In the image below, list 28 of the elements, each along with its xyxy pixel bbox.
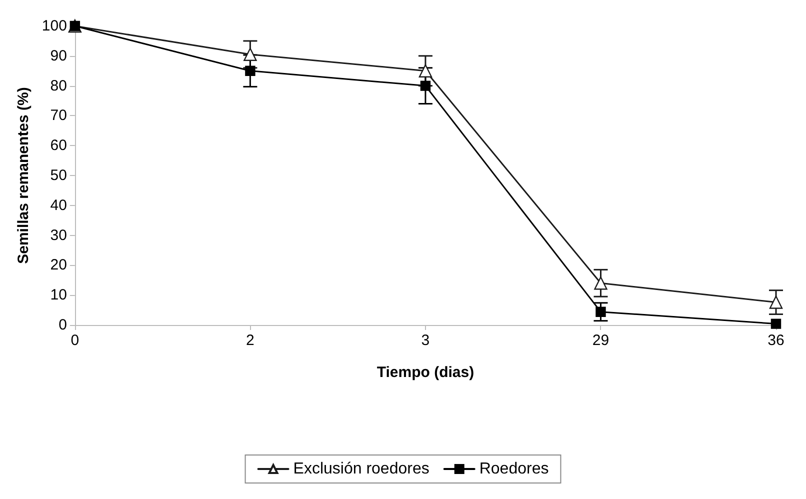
point <box>244 48 257 62</box>
point <box>770 318 782 329</box>
y-tick-label: 50 <box>50 167 67 184</box>
point <box>418 64 432 78</box>
point <box>596 306 606 317</box>
point <box>420 80 431 91</box>
y-axis-title: Semillas remanentes (%) <box>15 87 32 264</box>
y-tick-label: 60 <box>50 137 67 154</box>
point <box>245 66 256 76</box>
legend-label: Roedores <box>479 460 549 478</box>
x-tick-label: 29 <box>592 332 610 349</box>
x-tick-label: 36 <box>768 332 784 349</box>
y-tick-label: 90 <box>50 47 67 64</box>
legend-label: Exclusión roedores <box>293 460 430 478</box>
y-tick-label: 70 <box>50 107 67 124</box>
point <box>594 276 608 290</box>
y-tick-label: 20 <box>50 256 67 274</box>
y-tick-label: 40 <box>50 196 67 214</box>
y-tick-label: 80 <box>50 77 67 94</box>
x-tick-label: 3 <box>421 332 430 349</box>
y-tick-label: 100 <box>42 18 67 34</box>
x-tick-label: 0 <box>70 332 80 349</box>
x-tick-label: 2 <box>246 332 254 349</box>
y-tick-label: 10 <box>50 286 67 304</box>
y-tick-label: 30 <box>50 226 67 244</box>
y-tick-label: 0 <box>58 316 67 334</box>
x-axis-title: Tiempo (dias) <box>376 364 474 381</box>
point <box>769 296 783 309</box>
